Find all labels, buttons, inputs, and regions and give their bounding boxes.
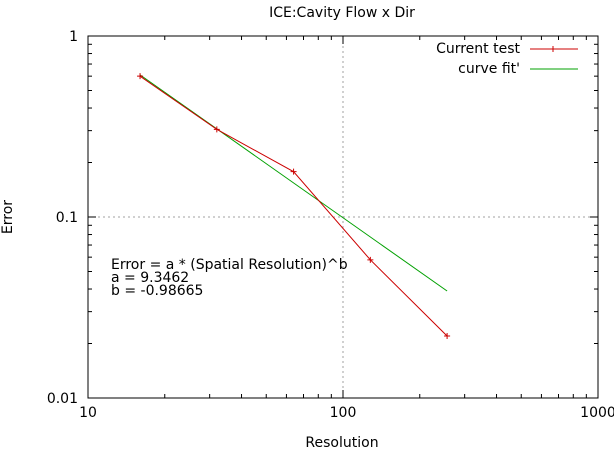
y-tick-label: 0.01 — [47, 391, 78, 407]
x-tick-label: 100 — [330, 405, 357, 421]
x-tick-label: 1000 — [580, 405, 614, 421]
fit-annotation-line-3: b = -0.98665 — [111, 283, 203, 299]
x-axis-label: Resolution — [305, 435, 378, 450]
tick-labels: 10 100 1000 0.01 0.1 1 — [47, 29, 614, 421]
data-point-current-test — [444, 333, 451, 340]
series-line-curve-fit — [139, 74, 448, 292]
fit-annotation: Error = a * (Spatial Resolution)^b a = 9… — [111, 257, 348, 299]
legend-label-curve-fit: curve fit' — [458, 61, 520, 77]
legend-label-current-test: Current test — [436, 41, 520, 57]
y-axis-label: Error — [0, 200, 16, 234]
data-point-current-test — [137, 73, 144, 80]
grid-lines — [88, 36, 598, 398]
fit-annotation-line-2: a = 9.3462 — [111, 270, 189, 286]
data-point-current-test — [290, 168, 297, 175]
x-tick-label: 10 — [79, 405, 97, 421]
data-point-current-test — [367, 256, 374, 263]
minor-ticks — [88, 36, 598, 398]
major-ticks — [87, 35, 599, 399]
series-layer — [137, 73, 451, 340]
y-tick-label: 1 — [69, 29, 78, 45]
fit-annotation-line-1: Error = a * (Spatial Resolution)^b — [111, 257, 348, 273]
data-point-current-test — [213, 126, 220, 133]
legend: Current test curve fit' — [436, 41, 578, 77]
y-tick-label: 0.1 — [56, 210, 78, 226]
legend-marker-current-test — [550, 46, 556, 52]
chart-title: ICE:Cavity Flow x Dir — [269, 5, 415, 21]
